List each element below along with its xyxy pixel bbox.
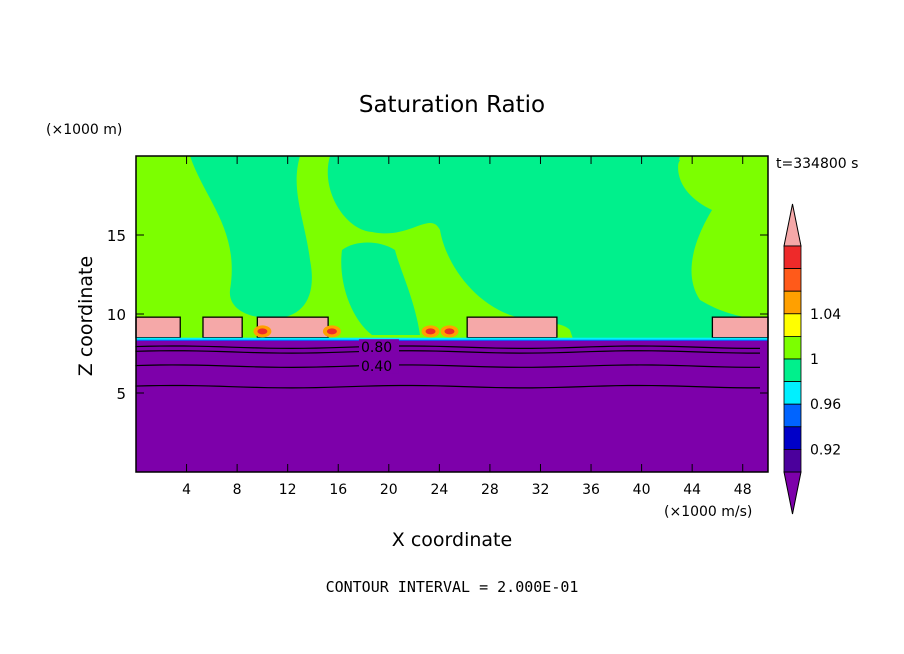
contour-label-bg xyxy=(358,358,399,374)
x-tick-label: 24 xyxy=(430,482,448,498)
saturated-patch xyxy=(711,316,769,339)
saturated-patch xyxy=(466,316,558,339)
x-unit-label: (×1000 m/s) xyxy=(664,504,752,520)
x-tick-label: 8 xyxy=(233,482,242,498)
chart-title: Saturation Ratio xyxy=(359,92,545,118)
contour-label-bg xyxy=(358,339,399,355)
colorbar: 1.04 1 0.96 0.92 xyxy=(783,203,841,515)
contour-line xyxy=(135,350,761,354)
y-tick-label: 15 xyxy=(107,227,126,245)
colorbar-segment xyxy=(783,313,802,337)
x-tick-label: 28 xyxy=(481,482,499,498)
plume-region xyxy=(606,160,680,240)
colorbar-segment xyxy=(783,245,802,270)
plot-area xyxy=(135,155,769,473)
saturated-patch xyxy=(135,316,181,339)
plume-region xyxy=(341,242,420,335)
band-0.96 xyxy=(136,337,768,341)
colorbar-top-arrow xyxy=(783,203,802,247)
contour-label: 0.80 xyxy=(361,340,392,356)
y-axis-label: Z coordinate xyxy=(75,256,97,376)
plume-region xyxy=(470,156,518,193)
colorbar-tick-label: 1 xyxy=(810,352,819,368)
supersat-core xyxy=(444,328,455,335)
contour-labels: 0.80 0.40 xyxy=(358,339,399,375)
x-tick-label: 36 xyxy=(582,482,600,498)
plume-region xyxy=(190,156,312,319)
colorbar-segment xyxy=(783,335,802,360)
saturated-patch xyxy=(202,316,243,339)
x-tick-label: 48 xyxy=(734,482,752,498)
x-axis-label: X coordinate xyxy=(392,529,512,551)
y-tick-label: 5 xyxy=(116,385,126,403)
x-tick-label: 40 xyxy=(633,482,651,498)
colorbar-tick-label: 1.04 xyxy=(810,307,841,323)
colorbar-tick-label: 0.96 xyxy=(810,397,841,413)
colorbar-segment xyxy=(783,426,802,450)
contour-line xyxy=(135,345,761,349)
x-tick-label: 20 xyxy=(380,482,398,498)
colorbar-segment xyxy=(783,290,802,315)
contour-line xyxy=(135,384,761,389)
colorbar-segment xyxy=(783,381,802,405)
x-tick-label: 32 xyxy=(532,482,550,498)
contour-line xyxy=(135,364,761,368)
colorbar-tick-label: 0.92 xyxy=(810,442,841,458)
colorbar-segment xyxy=(783,268,802,292)
x-tick-label: 16 xyxy=(329,482,347,498)
contour-label: 0.40 xyxy=(361,359,392,375)
x-tick-label: 4 xyxy=(182,482,191,498)
y-tick-label: 10 xyxy=(107,306,126,324)
contour-interval-note: CONTOUR INTERVAL = 2.000E-01 xyxy=(326,578,579,596)
time-label: t=334800 s xyxy=(776,156,858,172)
dry-layer xyxy=(136,340,768,472)
colorbar-bottom-arrow xyxy=(783,471,802,515)
colorbar-segment xyxy=(783,403,802,428)
x-tick-label: 12 xyxy=(279,482,297,498)
supersat-core xyxy=(425,328,436,335)
colorbar-segment xyxy=(783,448,802,473)
supersat-core xyxy=(257,328,268,335)
colorbar-segment xyxy=(783,358,802,383)
y-unit-label: (×1000 m) xyxy=(46,122,122,138)
supersat-core xyxy=(326,328,337,335)
x-tick-label: 44 xyxy=(683,482,701,498)
